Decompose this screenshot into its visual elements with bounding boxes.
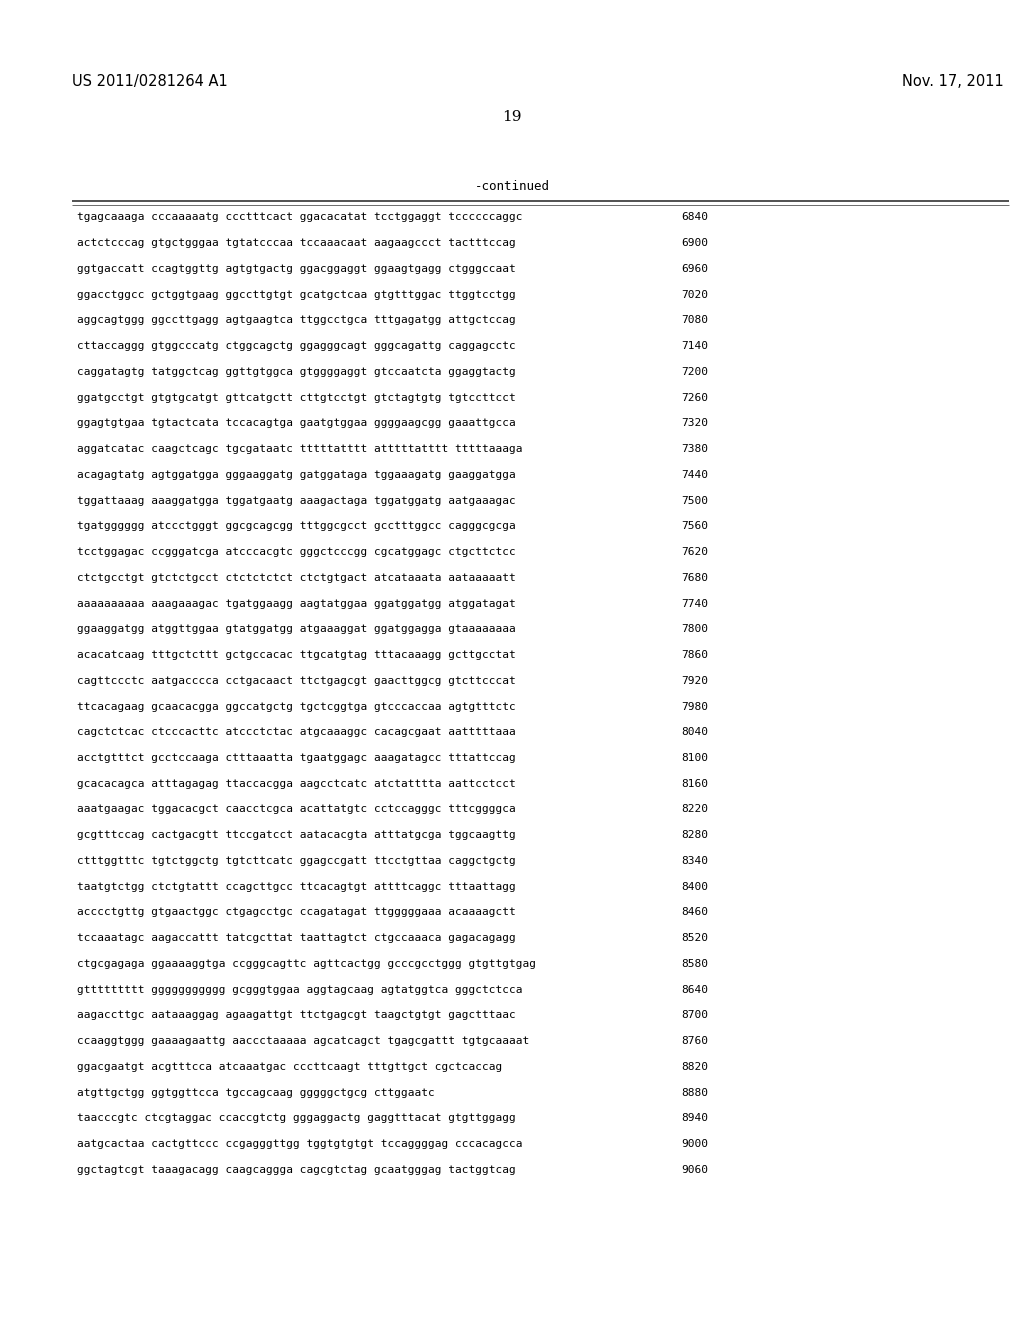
Text: 7800: 7800 (681, 624, 708, 635)
Text: 7980: 7980 (681, 701, 708, 711)
Text: ggacctggcc gctggtgaag ggccttgtgt gcatgctcaa gtgtttggac ttggtcctgg: ggacctggcc gctggtgaag ggccttgtgt gcatgct… (77, 289, 515, 300)
Text: taacccgtc ctcgtaggac ccaccgtctg gggaggactg gaggtttacat gtgttggagg: taacccgtc ctcgtaggac ccaccgtctg gggaggac… (77, 1113, 515, 1123)
Text: cagctctcac ctcccacttc atccctctac atgcaaaggc cacagcgaat aatttttaaa: cagctctcac ctcccacttc atccctctac atgcaaa… (77, 727, 515, 738)
Text: 7620: 7620 (681, 546, 708, 557)
Text: aggatcatac caagctcagc tgcgataatc tttttatttt atttttatttt tttttaaaga: aggatcatac caagctcagc tgcgataatc tttttat… (77, 444, 522, 454)
Text: cttaccaggg gtggcccatg ctggcagctg ggagggcagt gggcagattg caggagcctc: cttaccaggg gtggcccatg ctggcagctg ggagggc… (77, 341, 515, 351)
Text: US 2011/0281264 A1: US 2011/0281264 A1 (72, 74, 227, 88)
Text: gcacacagca atttagagag ttaccacgga aagcctcatc atctatttta aattcctcct: gcacacagca atttagagag ttaccacgga aagcctc… (77, 779, 515, 789)
Text: acagagtatg agtggatgga gggaaggatg gatggataga tggaaagatg gaaggatgga: acagagtatg agtggatgga gggaaggatg gatggat… (77, 470, 515, 480)
Text: 7680: 7680 (681, 573, 708, 583)
Text: 7440: 7440 (681, 470, 708, 480)
Text: ccaaggtggg gaaaagaattg aaccctaaaaa agcatcagct tgagcgattt tgtgcaaaat: ccaaggtggg gaaaagaattg aaccctaaaaa agcat… (77, 1036, 529, 1047)
Text: 8940: 8940 (681, 1113, 708, 1123)
Text: Nov. 17, 2011: Nov. 17, 2011 (902, 74, 1004, 88)
Text: 6960: 6960 (681, 264, 708, 275)
Text: caggatagtg tatggctcag ggttgtggca gtggggaggt gtccaatcta ggaggtactg: caggatagtg tatggctcag ggttgtggca gtgggga… (77, 367, 515, 378)
Text: taatgtctgg ctctgtattt ccagcttgcc ttcacagtgt attttcaggc tttaattagg: taatgtctgg ctctgtattt ccagcttgcc ttcacag… (77, 882, 515, 892)
Text: tcctggagac ccgggatcga atcccacgtc gggctcccgg cgcatggagc ctgcttctcc: tcctggagac ccgggatcga atcccacgtc gggctcc… (77, 546, 515, 557)
Text: ctctgcctgt gtctctgcct ctctctctct ctctgtgact atcataaata aataaaaatt: ctctgcctgt gtctctgcct ctctctctct ctctgtg… (77, 573, 515, 583)
Text: aaaaaaaaaa aaagaaagac tgatggaagg aagtatggaa ggatggatgg atggatagat: aaaaaaaaaa aaagaaagac tgatggaagg aagtatg… (77, 598, 515, 609)
Text: 8340: 8340 (681, 855, 708, 866)
Text: 9000: 9000 (681, 1139, 708, 1150)
Text: actctcccag gtgctgggaa tgtatcccaa tccaaacaat aagaagccct tactttccag: actctcccag gtgctgggaa tgtatcccaa tccaaac… (77, 238, 515, 248)
Text: 8520: 8520 (681, 933, 708, 944)
Text: tgagcaaaga cccaaaaatg ccctttcact ggacacatat tcctggaggt tccccccaggc: tgagcaaaga cccaaaaatg ccctttcact ggacaca… (77, 213, 522, 223)
Text: ggtgaccatt ccagtggttg agtgtgactg ggacggaggt ggaagtgagg ctgggccaat: ggtgaccatt ccagtggttg agtgtgactg ggacgga… (77, 264, 515, 275)
Text: tgatgggggg atccctgggt ggcgcagcgg tttggcgcct gcctttggcc cagggcgcga: tgatgggggg atccctgggt ggcgcagcgg tttggcg… (77, 521, 515, 532)
Text: 7860: 7860 (681, 649, 708, 660)
Text: tggattaaag aaaggatgga tggatgaatg aaagactaga tggatggatg aatgaaagac: tggattaaag aaaggatgga tggatgaatg aaagact… (77, 495, 515, 506)
Text: 7320: 7320 (681, 418, 708, 429)
Text: 8460: 8460 (681, 907, 708, 917)
Text: gcgtttccag cactgacgtt ttccgatcct aatacacgta atttatgcga tggcaagttg: gcgtttccag cactgacgtt ttccgatcct aatacac… (77, 830, 515, 841)
Text: 7380: 7380 (681, 444, 708, 454)
Text: ggaaggatgg atggttggaa gtatggatgg atgaaaggat ggatggagga gtaaaaaaaa: ggaaggatgg atggttggaa gtatggatgg atgaaag… (77, 624, 515, 635)
Text: ctgcgagaga ggaaaaggtga ccgggcagttc agttcactgg gcccgcctggg gtgttgtgag: ctgcgagaga ggaaaaggtga ccgggcagttc agttc… (77, 958, 536, 969)
Text: 6840: 6840 (681, 213, 708, 223)
Text: aggcagtggg ggccttgagg agtgaagtca ttggcctgca tttgagatgg attgctccag: aggcagtggg ggccttgagg agtgaagtca ttggcct… (77, 315, 515, 326)
Text: ctttggtttc tgtctggctg tgtcttcatc ggagccgatt ttcctgttaa caggctgctg: ctttggtttc tgtctggctg tgtcttcatc ggagccg… (77, 855, 515, 866)
Text: 8160: 8160 (681, 779, 708, 789)
Text: 7560: 7560 (681, 521, 708, 532)
Text: 8100: 8100 (681, 752, 708, 763)
Text: 8820: 8820 (681, 1061, 708, 1072)
Text: gttttttttt ggggggggggg gcgggtggaa aggtagcaag agtatggtca gggctctcca: gttttttttt ggggggggggg gcgggtggaa aggtag… (77, 985, 522, 995)
Text: 8400: 8400 (681, 882, 708, 892)
Text: -continued: -continued (474, 180, 550, 193)
Text: 7740: 7740 (681, 598, 708, 609)
Text: ggagtgtgaa tgtactcata tccacagtga gaatgtggaa ggggaagcgg gaaattgcca: ggagtgtgaa tgtactcata tccacagtga gaatgtg… (77, 418, 515, 429)
Text: acacatcaag tttgctcttt gctgccacac ttgcatgtag tttacaaagg gcttgcctat: acacatcaag tttgctcttt gctgccacac ttgcatg… (77, 649, 515, 660)
Text: 8580: 8580 (681, 958, 708, 969)
Text: ggctagtcgt taaagacagg caagcaggga cagcgtctag gcaatgggag tactggtcag: ggctagtcgt taaagacagg caagcaggga cagcgtc… (77, 1164, 515, 1175)
Text: ggatgcctgt gtgtgcatgt gttcatgctt cttgtcctgt gtctagtgtg tgtccttcct: ggatgcctgt gtgtgcatgt gttcatgctt cttgtcc… (77, 392, 515, 403)
Text: 8280: 8280 (681, 830, 708, 841)
Text: atgttgctgg ggtggttcca tgccagcaag gggggctgcg cttggaatc: atgttgctgg ggtggttcca tgccagcaag gggggct… (77, 1088, 434, 1098)
Text: 7260: 7260 (681, 392, 708, 403)
Text: ttcacagaag gcaacacgga ggccatgctg tgctcggtga gtcccaccaa agtgtttctc: ttcacagaag gcaacacgga ggccatgctg tgctcgg… (77, 701, 515, 711)
Text: 7920: 7920 (681, 676, 708, 686)
Text: 8220: 8220 (681, 804, 708, 814)
Text: 7200: 7200 (681, 367, 708, 378)
Text: 7020: 7020 (681, 289, 708, 300)
Text: tccaaatagc aagaccattt tatcgcttat taattagtct ctgccaaaca gagacagagg: tccaaatagc aagaccattt tatcgcttat taattag… (77, 933, 515, 944)
Text: ggacgaatgt acgtttcca atcaaatgac cccttcaagt tttgttgct cgctcaccag: ggacgaatgt acgtttcca atcaaatgac cccttcaa… (77, 1061, 502, 1072)
Text: 8640: 8640 (681, 985, 708, 995)
Text: aaatgaagac tggacacgct caacctcgca acattatgtc cctccagggc tttcggggca: aaatgaagac tggacacgct caacctcgca acattat… (77, 804, 515, 814)
Text: 7140: 7140 (681, 341, 708, 351)
Text: 7500: 7500 (681, 495, 708, 506)
Text: aatgcactaa cactgttccc ccgagggttgg tggtgtgtgt tccaggggag cccacagcca: aatgcactaa cactgttccc ccgagggttgg tggtgt… (77, 1139, 522, 1150)
Text: 6900: 6900 (681, 238, 708, 248)
Text: cagttccctc aatgacccca cctgacaact ttctgagcgt gaacttggcg gtcttcccat: cagttccctc aatgacccca cctgacaact ttctgag… (77, 676, 515, 686)
Text: 9060: 9060 (681, 1164, 708, 1175)
Text: acctgtttct gcctccaaga ctttaaatta tgaatggagc aaagatagcc tttattccag: acctgtttct gcctccaaga ctttaaatta tgaatgg… (77, 752, 515, 763)
Text: 8880: 8880 (681, 1088, 708, 1098)
Text: acccctgttg gtgaactggc ctgagcctgc ccagatagat ttgggggaaa acaaaagctt: acccctgttg gtgaactggc ctgagcctgc ccagata… (77, 907, 515, 917)
Text: 8700: 8700 (681, 1010, 708, 1020)
Text: 7080: 7080 (681, 315, 708, 326)
Text: aagaccttgc aataaaggag agaagattgt ttctgagcgt taagctgtgt gagctttaac: aagaccttgc aataaaggag agaagattgt ttctgag… (77, 1010, 515, 1020)
Text: 8760: 8760 (681, 1036, 708, 1047)
Text: 8040: 8040 (681, 727, 708, 738)
Text: 19: 19 (502, 111, 522, 124)
